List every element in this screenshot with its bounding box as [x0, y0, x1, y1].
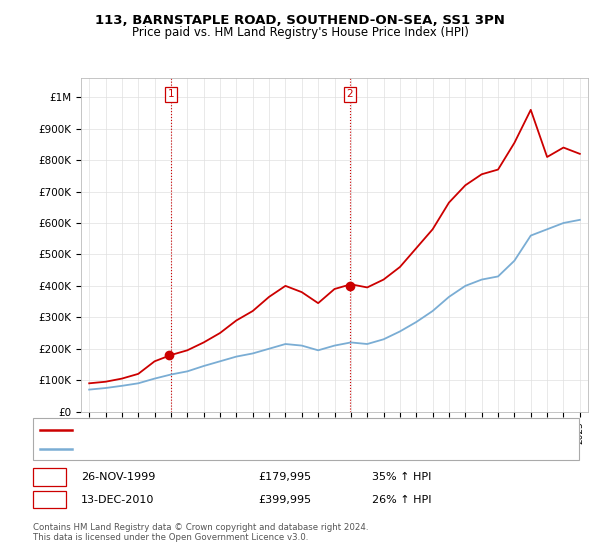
Text: 13-DEC-2010: 13-DEC-2010 [81, 494, 154, 505]
Text: 2: 2 [347, 89, 353, 99]
Text: 1: 1 [167, 89, 174, 99]
Text: 26% ↑ HPI: 26% ↑ HPI [372, 494, 431, 505]
Text: 35% ↑ HPI: 35% ↑ HPI [372, 472, 431, 482]
Text: £399,995: £399,995 [258, 494, 311, 505]
Text: 26-NOV-1999: 26-NOV-1999 [81, 472, 155, 482]
Text: 1: 1 [46, 472, 53, 482]
Text: HPI: Average price, detached house, Southend-on-Sea: HPI: Average price, detached house, Sout… [78, 444, 349, 454]
Text: £179,995: £179,995 [258, 472, 311, 482]
Text: 113, BARNSTAPLE ROAD, SOUTHEND-ON-SEA, SS1 3PN: 113, BARNSTAPLE ROAD, SOUTHEND-ON-SEA, S… [95, 14, 505, 27]
Text: Price paid vs. HM Land Registry's House Price Index (HPI): Price paid vs. HM Land Registry's House … [131, 26, 469, 39]
Text: 2: 2 [46, 494, 53, 505]
Text: 113, BARNSTAPLE ROAD, SOUTHEND-ON-SEA, SS1 3PN (detached house): 113, BARNSTAPLE ROAD, SOUTHEND-ON-SEA, S… [78, 424, 443, 435]
Text: Contains HM Land Registry data © Crown copyright and database right 2024.
This d: Contains HM Land Registry data © Crown c… [33, 523, 368, 543]
